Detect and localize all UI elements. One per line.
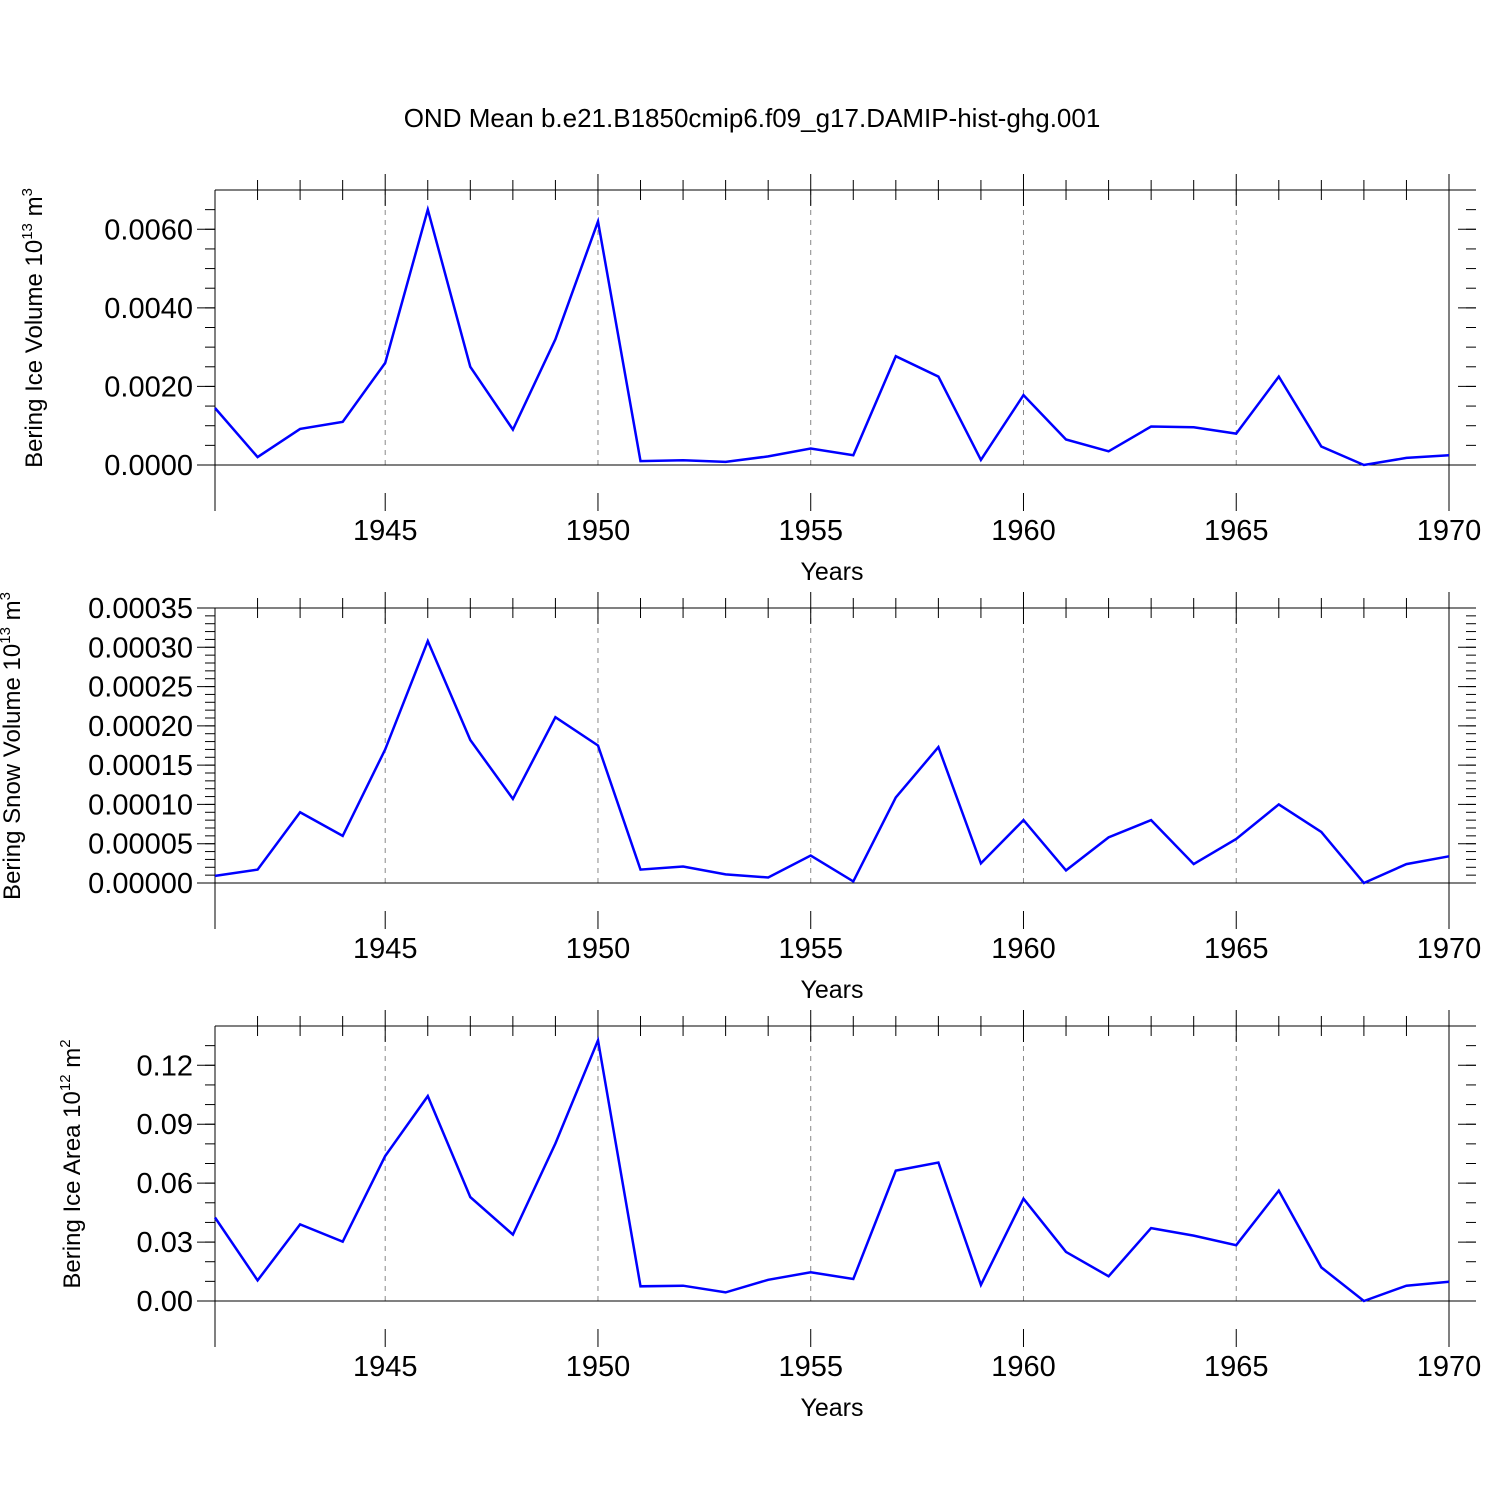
x-tick-label: 1960 [991, 933, 1056, 965]
data-series-line [214, 637, 1450, 885]
x-tick-label: 1945 [353, 1351, 418, 1383]
chart-panel-2: 1945 1950 1955 1960 1965 1970 0.00000 0.00005 0.… [0, 592, 1481, 1004]
x-tick-label: 1965 [1204, 933, 1269, 965]
y-axis-label: Bering Snow Volume 1013 m3 [0, 592, 26, 900]
chart-title: OND Mean b.e21.B1850cmip6.f09_g17.DAMIP-… [404, 103, 1101, 133]
y-tick-label: 0.0060 [104, 214, 193, 246]
y-tick-label: 0.0000 [104, 450, 193, 482]
x-axis-label: Years [800, 976, 863, 1004]
x-tick-label: 1945 [353, 933, 418, 965]
y-tick-label: 0.00005 [88, 829, 193, 861]
x-tick-label: 1970 [1417, 1351, 1482, 1383]
y-tick-label: 0.00000 [88, 868, 193, 900]
y-tick-label: 0.09 [137, 1109, 193, 1141]
x-tick-label: 1965 [1204, 1351, 1269, 1383]
y-tick-label: 0.00 [137, 1286, 193, 1318]
x-tick-label: 1965 [1204, 515, 1269, 547]
data-series-line [213, 1035, 1450, 1303]
x-axis-label: Years [800, 558, 863, 586]
x-tick-label: 1960 [991, 515, 1056, 547]
x-axis-label: Years [800, 1394, 863, 1422]
y-tick-label: 0.00015 [88, 750, 193, 782]
x-tick-label: 1950 [566, 1351, 631, 1383]
x-tick-label: 1970 [1417, 933, 1482, 965]
x-tick-label: 1955 [778, 515, 843, 547]
y-tick-label: 0.0020 [104, 371, 193, 403]
y-tick-label: 0.00010 [88, 789, 193, 821]
y-tick-label: 0.0040 [104, 293, 193, 325]
x-tick-label: 1950 [566, 515, 631, 547]
x-tick-label: 1950 [566, 933, 631, 965]
chart-panels: 1945 1950 1955 1960 1965 1970 0.0000 0.0020 0.00… [0, 174, 1481, 1422]
chart-panel-3: 1945 1950 1955 1960 1965 1970 0.00 0.03 0.06 0.09… [57, 1010, 1481, 1422]
y-tick-label: 0.12 [137, 1050, 193, 1082]
data-series-line [214, 204, 1450, 467]
y-tick-label: 0.00035 [88, 593, 193, 625]
chart-panel-1: 1945 1950 1955 1960 1965 1970 0.0000 0.0020 0.00… [19, 174, 1481, 586]
x-tick-label: 1955 [778, 933, 843, 965]
y-tick-label: 0.00025 [88, 672, 193, 704]
y-axis-label: Bering Ice Area 1012 m2 [57, 1039, 86, 1288]
y-axis-label: Bering Ice Volume 1013 m3 [19, 188, 48, 468]
x-tick-label: 1955 [778, 1351, 843, 1383]
y-tick-label: 0.00030 [88, 632, 193, 664]
y-tick-label: 0.03 [137, 1227, 193, 1259]
x-tick-label: 1970 [1417, 515, 1482, 547]
y-tick-label: 0.06 [137, 1168, 193, 1200]
x-tick-label: 1960 [991, 1351, 1056, 1383]
x-tick-label: 1945 [353, 515, 418, 547]
y-tick-label: 0.00020 [88, 711, 193, 743]
